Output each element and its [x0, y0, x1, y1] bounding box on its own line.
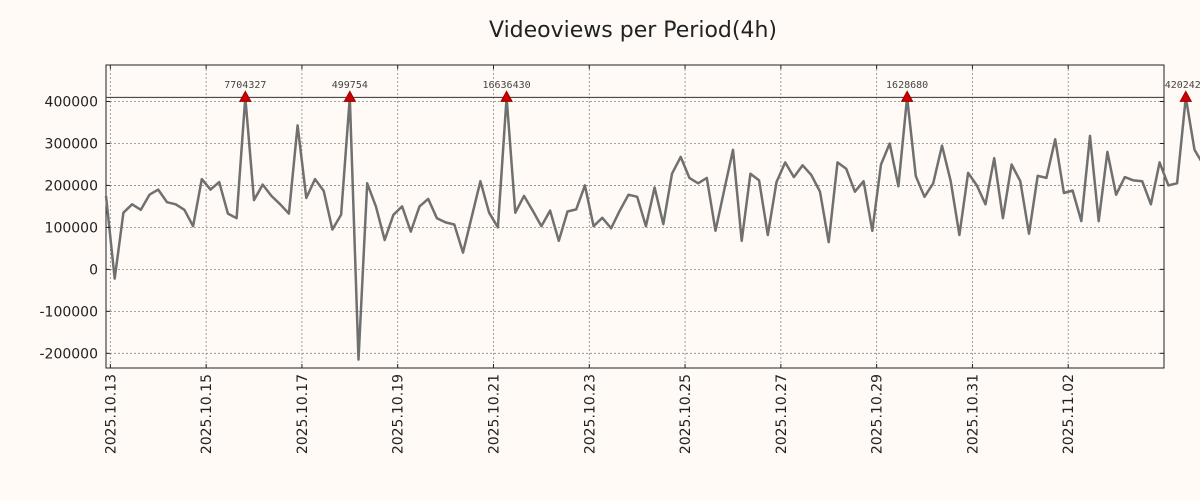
- x-tick-label: 2025.10.19: [391, 374, 407, 454]
- y-tick-label: -100000: [40, 304, 99, 320]
- x-tick-label: 2025.10.25: [678, 374, 694, 454]
- x-tick-label: 2025.10.13: [103, 374, 119, 454]
- peak-marker: [343, 90, 357, 102]
- y-tick-label: 0: [89, 262, 98, 278]
- peak-marker: [1179, 90, 1193, 102]
- peak-label: 499754: [332, 80, 368, 91]
- x-tick-label: 2025.10.17: [295, 374, 311, 454]
- peak-label: 16636430: [482, 80, 530, 91]
- series-line: [104, 96, 1200, 361]
- chart-title: Videoviews per Period(4h): [489, 18, 777, 43]
- x-tick-label: 2025.10.31: [965, 374, 981, 454]
- peak-label: 7704327: [224, 80, 266, 91]
- x-tick-label: 2025.10.23: [582, 374, 598, 454]
- x-tick-label: 2025.10.29: [870, 374, 886, 454]
- peak-marker: [900, 90, 914, 102]
- x-tick-label: 2025.11.02: [1061, 374, 1077, 454]
- y-tick-label: 400000: [45, 95, 98, 111]
- y-tick-label: 200000: [45, 178, 98, 194]
- y-tick-label: -200000: [40, 346, 99, 362]
- x-tick-label: 2025.10.27: [774, 374, 790, 454]
- y-tick-label: 100000: [45, 220, 98, 236]
- x-tick-label: 2025.10.15: [199, 374, 215, 454]
- peak-marker: [238, 90, 252, 102]
- x-tick-label: 2025.10.21: [486, 374, 502, 454]
- peak-marker: [500, 90, 513, 102]
- plot-frame: [105, 64, 1165, 369]
- axis-layer: -200000 -100000 0 100000 200000 300000 400000 2…: [40, 65, 1164, 454]
- grid-layer: [106, 65, 1164, 368]
- peak-label: 4202428: [1165, 80, 1200, 91]
- peak-label: 1628680: [886, 80, 928, 91]
- series-layer: [104, 96, 1200, 361]
- y-tick-label: 300000: [45, 136, 98, 152]
- peak-layer: 7704327 499754 16636430 1628680 4202428: [224, 80, 1200, 102]
